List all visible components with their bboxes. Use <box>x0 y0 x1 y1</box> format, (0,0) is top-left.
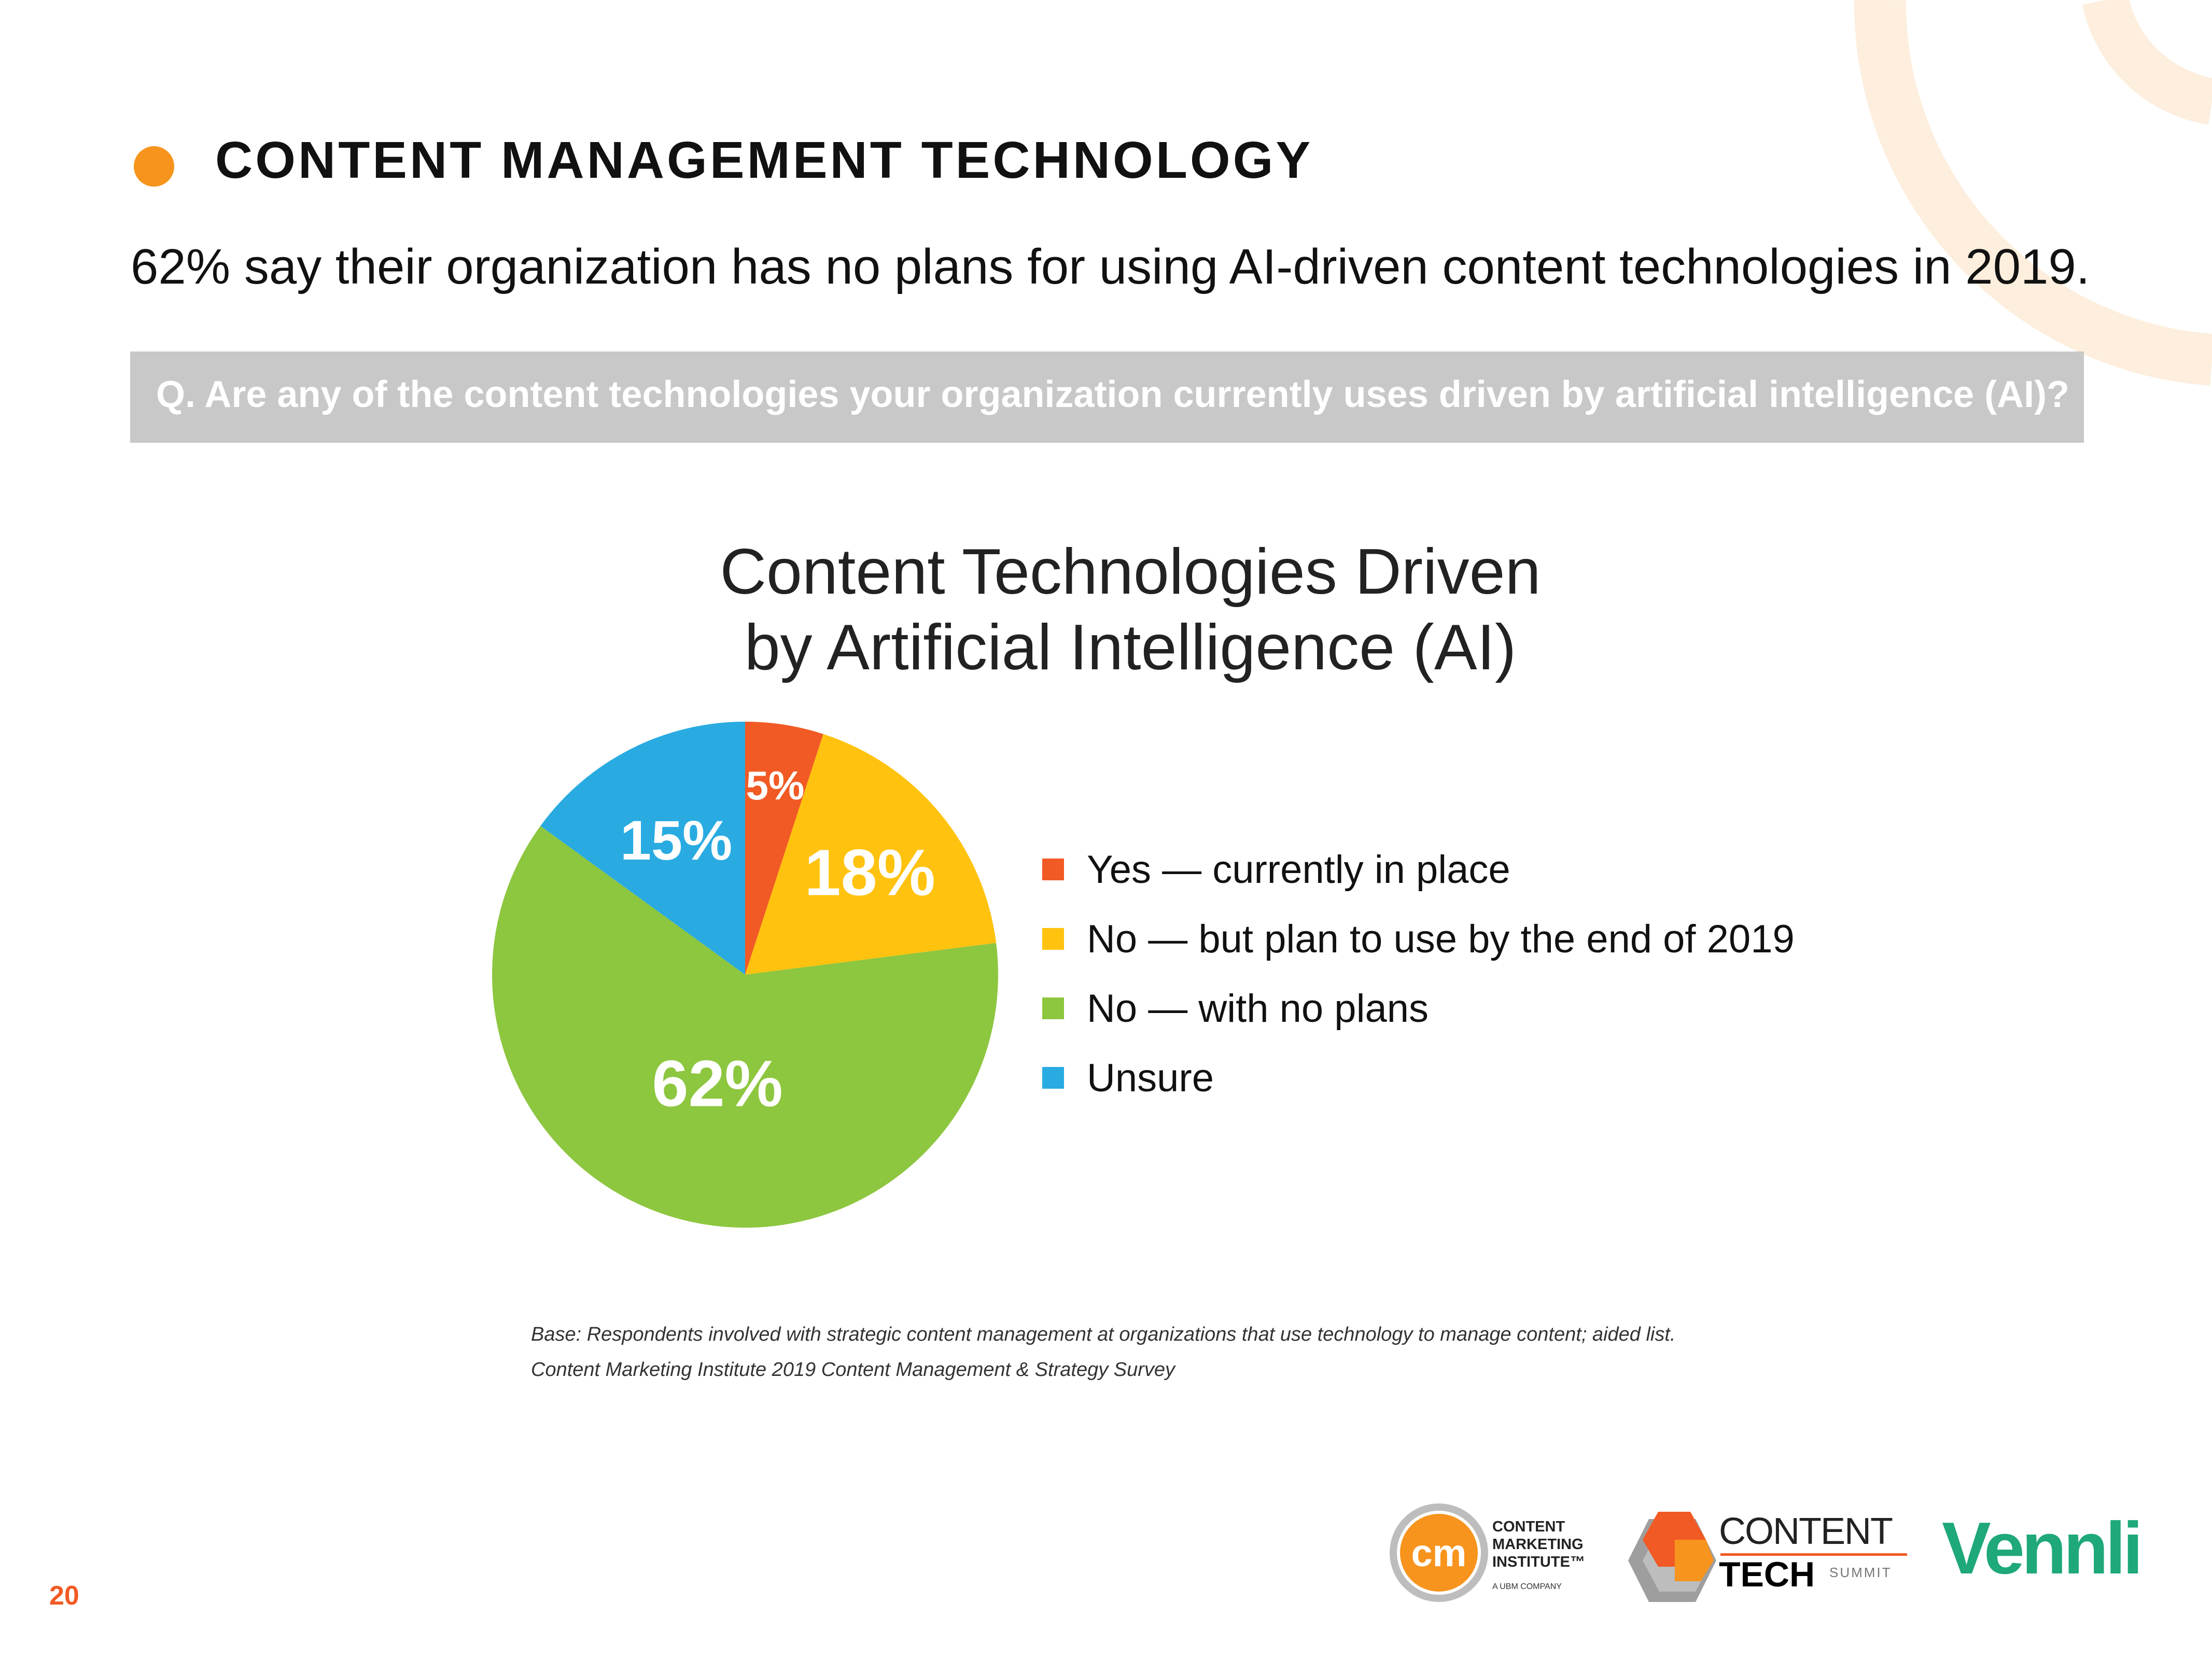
cmi-logo-line-3: INSTITUTE™ <box>1492 1554 1585 1570</box>
hexagon-logo-icon <box>1628 1512 1716 1602</box>
legend-swatch-unsure <box>1042 1067 1064 1089</box>
cts-logo-summit: SUMMIT <box>1829 1565 1892 1580</box>
footnote-base: Base: Respondents involved with strategi… <box>531 1324 1676 1345</box>
legend-swatch-no-plans <box>1042 997 1064 1019</box>
chart-title-line-1: Content Technologies Driven <box>720 536 1541 608</box>
footnote: Base: Respondents involved with strategi… <box>531 1317 1675 1387</box>
cts-logo-tech: TECH <box>1719 1555 1815 1594</box>
chart-title-line-2: by Artificial Intelligence (AI) <box>744 612 1517 683</box>
legend-item-yes: Yes — currently in place <box>1042 835 1795 904</box>
question-bar: Q. Are any of the content technologies y… <box>130 352 2084 443</box>
legend-item-plan: No — but plan to use by the end of 2019 <box>1042 904 1795 974</box>
legend-label-unsure: Unsure <box>1087 1056 1214 1100</box>
legend-swatch-yes <box>1042 859 1064 880</box>
pie-label-unsure: 15% <box>620 809 732 871</box>
cmi-logo-mark: cm <box>1400 1514 1478 1592</box>
question-text: Q. Are any of the content technologies y… <box>156 374 2069 415</box>
pie-label-plan: 18% <box>805 836 935 909</box>
pie-label-no-plans: 62% <box>652 1047 783 1120</box>
pie-slice-unsure <box>540 721 745 975</box>
footnote-source: Content Marketing Institute 2019 Content… <box>531 1359 1175 1381</box>
section-title: CONTENT MANAGEMENT TECHNOLOGY <box>215 131 1313 189</box>
legend-swatch-plan <box>1042 928 1064 950</box>
pie-label-yes: 5% <box>746 763 805 808</box>
cmi-logo: cm CONTENT MARKETING INSTITUTE™ A UBM CO… <box>1390 1503 1587 1607</box>
legend-item-no-plans: No — with no plans <box>1042 974 1795 1043</box>
cts-logo-rule <box>1720 1553 1907 1556</box>
cmi-logo-sub: A UBM COMPANY <box>1492 1582 1562 1591</box>
content-tech-summit-logo: CONTENT TECH SUMMIT <box>1618 1503 1908 1623</box>
section-bullet-icon <box>134 146 174 187</box>
cmi-logo-circle: cm <box>1390 1503 1488 1602</box>
legend-item-unsure: Unsure <box>1042 1043 1795 1113</box>
chart-title: Content Technologies Driven by Artificia… <box>586 534 1675 685</box>
legend-label-yes: Yes — currently in place <box>1087 847 1510 892</box>
headline: 62% say their organization has no plans … <box>131 239 2090 294</box>
cmi-logo-line-2: MARKETING <box>1492 1536 1584 1553</box>
pie-slice-no-plans <box>492 826 998 1228</box>
pie-slice-plan <box>745 734 997 975</box>
cts-logo-content: CONTENT <box>1719 1511 1893 1552</box>
vennli-logo: Vennli <box>1942 1507 2143 1590</box>
page-number: 20 <box>49 1581 79 1611</box>
cmi-logo-line-1: CONTENT <box>1492 1519 1565 1535</box>
legend-label-no-plans: No — with no plans <box>1087 986 1429 1031</box>
cmi-logo-text: CONTENT MARKETING INSTITUTE™ <box>1492 1518 1585 1571</box>
chart-legend: Yes — currently in place No — but plan t… <box>1042 835 1795 1113</box>
legend-label-plan: No — but plan to use by the end of 2019 <box>1087 917 1795 961</box>
pie-slice-yes <box>745 722 823 975</box>
